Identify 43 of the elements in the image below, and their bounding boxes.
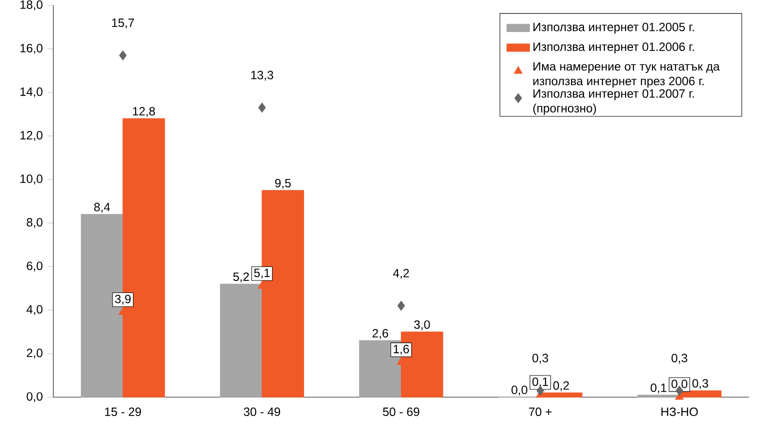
x-tick-label: 70 + (529, 407, 552, 416)
x-tick-label: НЗ-НО (661, 407, 698, 416)
legend-label: Използва интернет 01.2005 г. (534, 22, 694, 34)
data-label: 0,3 (692, 378, 708, 389)
legend-label: Използва интернет 01.2006 г. (534, 42, 694, 54)
data-label: 2,6 (372, 328, 388, 339)
data-label: 3,9 (115, 294, 131, 304)
y-tick-label: 2,0 (26, 348, 42, 358)
bar (637, 394, 680, 398)
y-tick-label: 12,0 (20, 130, 42, 141)
data-label: 0,3 (672, 354, 688, 364)
data-label: 13,3 (251, 70, 274, 80)
y-tick-label: 10,0 (20, 174, 42, 184)
data-label: 4,2 (393, 268, 409, 279)
x-tick-label: 15 - 29 (105, 407, 141, 416)
data-label: 0,1 (532, 377, 548, 388)
y-tick-label: 4,0 (26, 304, 42, 315)
y-tick-label: 18,0 (20, 0, 42, 10)
point (258, 102, 266, 112)
data-label: 5,1 (254, 268, 270, 278)
y-tick-label: 16,0 (20, 44, 42, 54)
data-label: 1,6 (394, 344, 409, 354)
data-label: 15,7 (112, 18, 134, 28)
bar (220, 283, 262, 398)
data-label: 0,0 (512, 385, 528, 396)
y-tick-label: 0,0 (26, 392, 42, 402)
legend-label: Използва интернет 01.2007 г. (прогнозно) (533, 89, 694, 115)
data-label: 12,8 (133, 106, 155, 117)
data-label: 0,2 (553, 381, 569, 391)
data-label: 9,5 (275, 178, 291, 189)
x-tick-label: 30 - 49 (244, 407, 280, 416)
x-tick-label: 50 - 69 (382, 407, 420, 416)
data-label: 5,2 (233, 272, 249, 282)
data-label: 0,3 (532, 354, 548, 364)
y-tick-label: 14,0 (20, 87, 42, 98)
legend-label: Има намерение от тук нататък да използва интернет през 2006 г. (533, 62, 720, 88)
y-tick-label: 6,0 (26, 261, 42, 272)
point (397, 300, 405, 310)
y-tick-label: 8,0 (26, 218, 42, 228)
data-label: 3,0 (414, 320, 430, 330)
data-label: 0,1 (650, 383, 666, 394)
data-label: 8,4 (94, 202, 110, 212)
point (119, 50, 127, 60)
